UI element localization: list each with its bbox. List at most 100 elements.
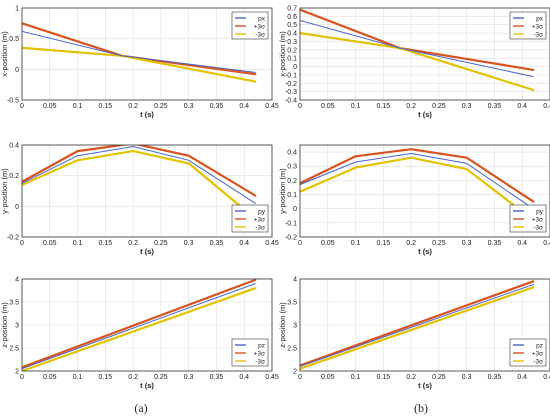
y-tick-label: 0.1 [287, 56, 297, 63]
x-tick-label: 0.4 [517, 374, 527, 381]
axes-box [299, 278, 550, 372]
x-axis-label: t (s) [140, 381, 154, 390]
series-line-plus3 [22, 22, 257, 76]
x-tick-label: 0.45 [265, 103, 279, 110]
y-tick-label: 0.7 [287, 6, 297, 13]
x-axis-label: t (s) [418, 110, 432, 119]
legend-label: pz [536, 342, 543, 349]
series-line-plus3 [22, 279, 257, 369]
legend-label: -3σ [533, 224, 543, 231]
x-axis-label: t (s) [418, 247, 432, 256]
legend-label: -3σ [533, 31, 543, 38]
x-tick-label: 0.45 [265, 374, 279, 381]
legend-label: +3σ [254, 350, 265, 357]
y-tick-label: 0.4 [9, 143, 19, 150]
y-tick-label: 0.2 [287, 47, 297, 54]
subplot-b-y: 0 0.05 0.1 0.15 0.2 0.25 0.3 0.35 0.4 0.45 -0.2 -0.… [278, 144, 550, 256]
series-line-minus3 [22, 150, 257, 220]
x-tick-label: 0.1 [73, 103, 83, 110]
series-line-nominal [300, 20, 534, 78]
series-group [22, 145, 257, 220]
x-tick-label: 0.1 [351, 374, 361, 381]
legend-label: +3σ [532, 23, 543, 30]
y-tick-label: 0.3 [287, 39, 297, 46]
y-tick-label: 2.5 [9, 346, 19, 353]
x-tick-label: 0.45 [265, 240, 279, 247]
x-tick-label: 0.25 [432, 103, 446, 110]
series-line-nominal [22, 146, 256, 204]
y-tick-label: 0.5 [287, 22, 297, 29]
x-tick-label: 0.3 [184, 240, 194, 247]
legend-label: -3σ [255, 224, 265, 231]
axes-box [299, 144, 550, 238]
x-tick-label: 0.35 [488, 374, 502, 381]
legend-label: px [258, 15, 266, 22]
x-axis-label: t (s) [140, 247, 154, 256]
legend: pz+3σ-3σ [231, 338, 269, 367]
caption-b: (b) [414, 401, 428, 415]
x-tick-label: 0.35 [488, 240, 502, 247]
legend: px+3σ-3σ [231, 11, 269, 40]
x-tick-label: 0 [20, 374, 24, 381]
series-line-minus3 [22, 287, 257, 371]
y-tick-label: 2 [15, 369, 19, 376]
x-tick-label: 0.3 [184, 103, 194, 110]
y-tick-label: 2 [293, 369, 297, 376]
axes-box [21, 144, 273, 238]
x-tick-label: 0 [298, 240, 302, 247]
x-tick-label: 0.25 [432, 240, 446, 247]
y-tick-label: -0.2 [285, 235, 297, 242]
legend-label: py [536, 208, 544, 215]
series-line-minus3 [22, 46, 257, 83]
y-axis-label: x-position (m) [0, 31, 9, 77]
x-tick-label: 0.35 [210, 103, 224, 110]
series-line-minus3 [300, 286, 535, 370]
legend-label: +3σ [254, 23, 265, 30]
legend: pz+3σ-3σ [509, 338, 547, 367]
y-axis-label: x-position (m) [278, 31, 287, 77]
axes-box [299, 7, 550, 101]
y-tick-label: 3 [293, 323, 297, 330]
x-tick-label: 0.2 [406, 240, 416, 247]
y-tick-label: -0.1 [285, 220, 297, 227]
y-tick-label: 4 [15, 277, 19, 284]
x-tick-label: 0.35 [488, 103, 502, 110]
x-tick-label: 0.4 [517, 103, 527, 110]
y-tick-label: 0 [293, 206, 297, 213]
x-tick-label: 0.3 [184, 374, 194, 381]
x-tick-label: 0.15 [377, 103, 391, 110]
subplot-a-y: 0 0.05 0.1 0.15 0.2 0.25 0.3 0.35 0.4 0.45-0.200.… [0, 143, 279, 257]
x-tick-label: 0.45 [543, 240, 550, 247]
x-tick-label: 0.4 [517, 240, 527, 247]
x-tick-label: 0.1 [351, 103, 361, 110]
y-tick-label: 0.3 [287, 164, 297, 171]
y-tick-label: -0.1 [285, 72, 297, 79]
y-tick-label: 0 [293, 64, 297, 71]
y-tick-label: 0 [15, 67, 19, 74]
subplot-b-z: 0 0.05 0.1 0.15 0.2 0.25 0.3 0.35 0.4 0.45 2 2.5 3 3.… [278, 277, 550, 390]
legend-label: +3σ [532, 216, 543, 223]
y-tick-label: 3 [15, 323, 19, 330]
x-tick-label: 0.4 [239, 103, 249, 110]
legend-label: +3σ [532, 350, 543, 357]
x-tick-label: 0.2 [128, 240, 138, 247]
series-group [300, 148, 535, 222]
series-line-plus3 [300, 8, 535, 72]
series-line-plus3 [300, 280, 535, 367]
y-axis-label: y-position (m) [0, 168, 9, 214]
x-tick-label: 0.25 [154, 374, 168, 381]
legend-label: -3σ [255, 31, 265, 38]
x-axis-label: t (s) [140, 110, 154, 119]
x-tick-label: 0.3 [462, 374, 472, 381]
y-tick-label: 0.4 [287, 150, 297, 157]
x-tick-label: 0.1 [73, 374, 83, 381]
y-tick-label: -0.2 [285, 81, 297, 88]
subplot-a-x: 0 0.05 0.1 0.15 0.2 0.25 0.3 0.35 0.4 0.45-0.500.… [0, 6, 279, 120]
x-tick-label: 0.2 [128, 374, 138, 381]
x-tick-label: 0.05 [43, 240, 57, 247]
x-tick-label: 0.15 [99, 374, 113, 381]
x-tick-label: 0.25 [154, 103, 168, 110]
series-line-nominal [300, 284, 534, 367]
axes-box [21, 7, 273, 101]
